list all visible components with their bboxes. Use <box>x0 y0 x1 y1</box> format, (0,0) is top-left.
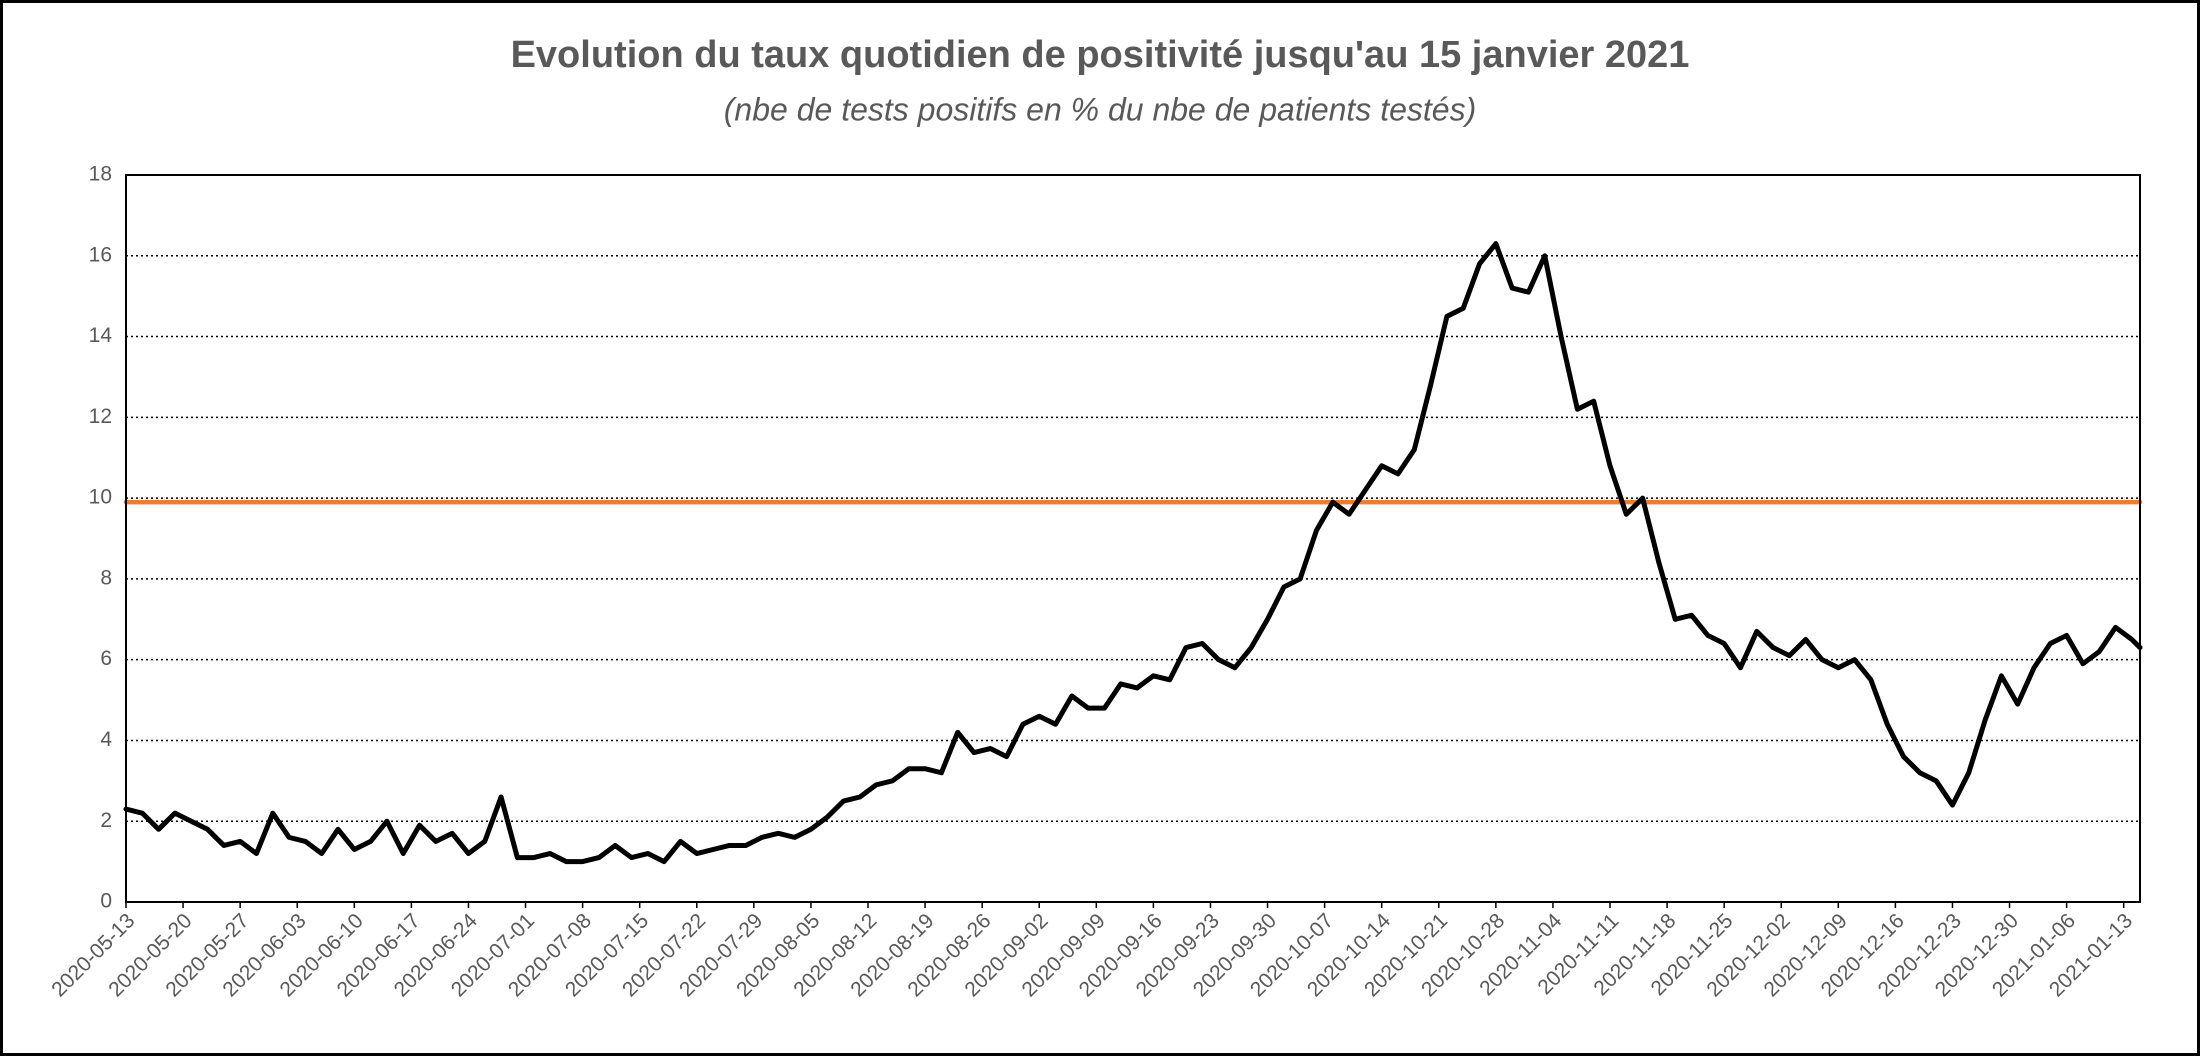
chart-title: Evolution du taux quotidien de positivit… <box>511 34 1690 76</box>
y-tick-label: 0 <box>100 890 112 913</box>
y-tick-label: 16 <box>89 243 112 266</box>
y-tick-label: 2 <box>100 809 112 832</box>
y-tick-label: 14 <box>89 324 113 347</box>
series-line <box>123 241 2143 865</box>
chart-subtitle: (nbe de tests positifs en % du nbe de pa… <box>724 91 1476 127</box>
y-tick-label: 18 <box>89 163 112 186</box>
plot-frame <box>125 174 2141 903</box>
y-tick-label: 10 <box>89 486 112 509</box>
y-tick-label: 6 <box>100 647 112 670</box>
y-tick-label: 12 <box>89 405 112 428</box>
y-tick-label: 4 <box>100 728 112 751</box>
y-tick-label: 8 <box>100 566 112 589</box>
lines <box>123 241 2143 865</box>
